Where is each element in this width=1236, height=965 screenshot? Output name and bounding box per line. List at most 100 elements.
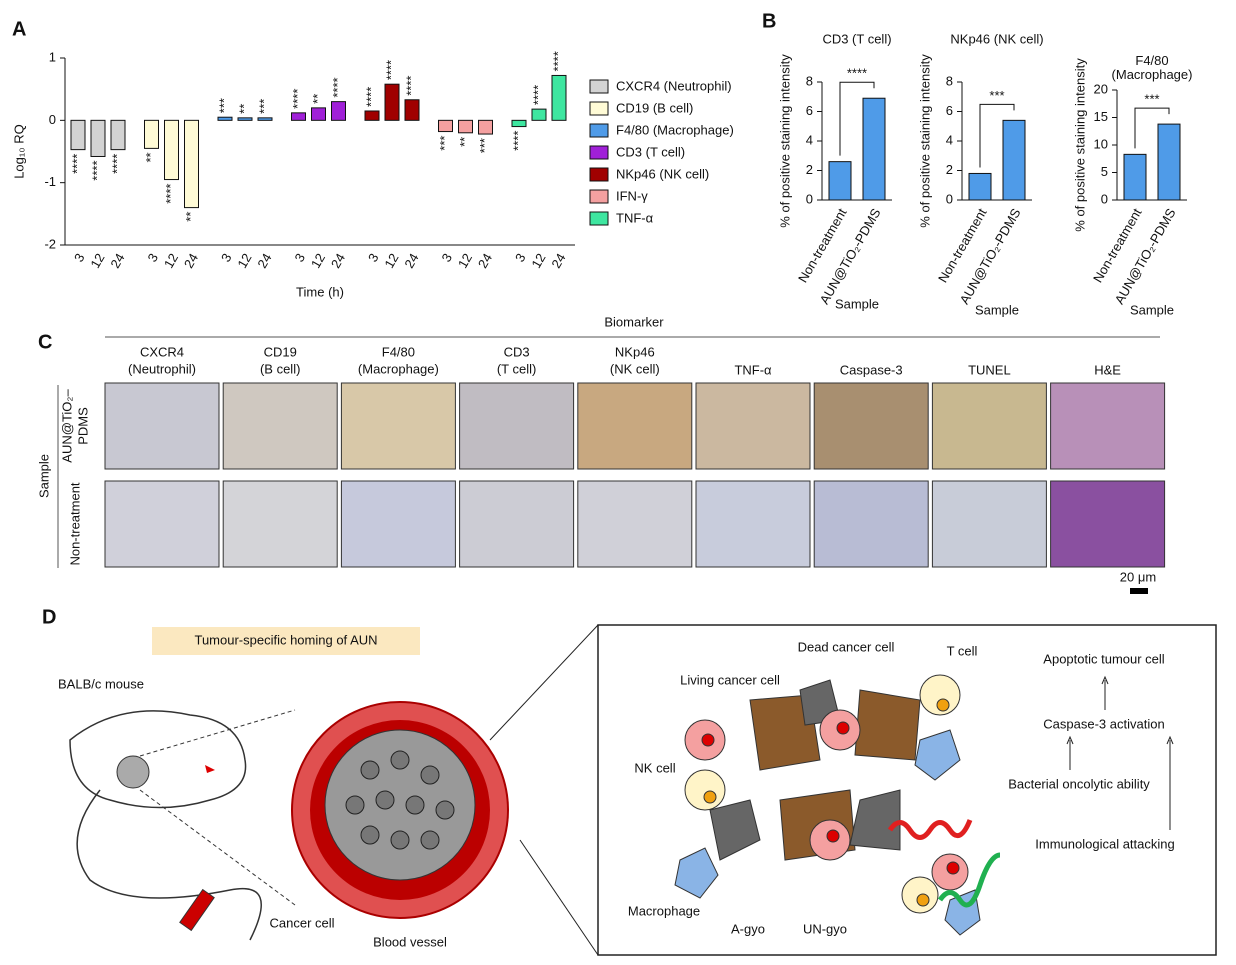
column-label: CD19: [264, 344, 297, 359]
header: Biomarker: [604, 314, 664, 329]
legend-swatch: [589, 79, 609, 94]
significance: **: [236, 104, 251, 114]
bar: [551, 74, 567, 121]
significance: **: [457, 137, 472, 147]
diagram-label: Caspase-3 activation: [1043, 716, 1164, 731]
micrograph: [931, 382, 1047, 470]
y-tick-label: 15: [1094, 109, 1108, 124]
scale-bar: [1130, 588, 1148, 594]
column-label: (T cell): [497, 361, 536, 376]
significance: ***: [437, 136, 452, 151]
column-label: (B cell): [260, 361, 300, 376]
significance: ****: [383, 60, 398, 80]
significance: ****: [510, 131, 525, 151]
micrograph: [1050, 480, 1166, 568]
micrograph: [104, 480, 220, 568]
x-tick-label: 24: [548, 251, 568, 271]
x-tick-label: 12: [234, 251, 254, 271]
scale-bar-label: 20 μm: [1120, 569, 1156, 584]
significance: ****: [290, 89, 305, 109]
bar: [458, 119, 473, 134]
panel-label: C: [38, 331, 52, 353]
micrograph: [695, 382, 811, 470]
x-tick-label: 3: [291, 251, 308, 265]
y-tick-label: 2: [946, 162, 953, 177]
significance: **: [183, 212, 198, 222]
y-axis-label: % of positive staining intensity: [1072, 58, 1087, 232]
significance: ***: [989, 88, 1004, 103]
row-header: Sample: [36, 454, 51, 498]
bar: [257, 117, 273, 121]
x-tick-label: AUN@TiO₂-PDMS: [957, 205, 1024, 306]
bar: [1123, 153, 1147, 201]
micrograph: [459, 480, 575, 568]
x-tick-label: 24: [328, 251, 348, 271]
bar: [70, 119, 86, 151]
y-tick-label: 0: [806, 191, 813, 206]
x-tick-label: 12: [528, 251, 548, 271]
y-tick-label: 4: [946, 132, 953, 147]
significance: ****: [363, 87, 378, 107]
bar: [291, 112, 306, 121]
column-label: TUNEL: [968, 362, 1011, 377]
chart-title: NKp46 (NK cell): [950, 31, 1043, 46]
row-label: PDMS: [75, 407, 90, 445]
diagram-label: T cell: [947, 643, 978, 658]
significance: ***: [216, 98, 231, 113]
y-tick-label: 0: [49, 112, 56, 127]
diagram-title: Tumour-specific homing of AUN: [194, 632, 377, 647]
bar: [331, 101, 346, 121]
x-tick-label: 24: [475, 251, 495, 271]
diagram-label: A-gyo: [731, 921, 765, 936]
bar: [1002, 119, 1026, 201]
significance: ***: [1144, 92, 1159, 107]
x-tick-label: AUN@TiO₂-PDMS: [1112, 205, 1179, 306]
column-label: NKp46: [615, 344, 655, 359]
y-tick-label: 8: [806, 73, 813, 88]
x-axis-label: Sample: [1130, 302, 1174, 317]
column-label: Caspase-3: [840, 362, 903, 377]
chart-title: CD3 (T cell): [822, 31, 891, 46]
legend-label: NKp46 (NK cell): [616, 166, 709, 181]
significance: ****: [109, 154, 124, 174]
significance: ****: [89, 160, 104, 180]
chart-title-line: (Macrophage): [1112, 67, 1193, 82]
bar: [217, 116, 233, 121]
diagram-art: [69, 624, 1217, 956]
legend-swatch: [589, 145, 609, 160]
bar: [478, 119, 493, 135]
x-tick-label: AUN@TiO₂-PDMS: [817, 205, 884, 306]
row-label: AUN@TiO₂–: [59, 389, 74, 463]
chart-title-line: F4/80: [1135, 53, 1168, 68]
x-tick-label: 12: [87, 251, 107, 271]
bar: [90, 119, 106, 157]
y-tick-label: -1: [44, 174, 56, 189]
x-tick-label: 3: [71, 251, 88, 265]
micrograph: [340, 480, 456, 568]
bar: [1157, 123, 1181, 201]
micrograph: [340, 382, 456, 470]
x-tick-label: 3: [512, 251, 529, 265]
significance: ****: [530, 85, 545, 105]
column-label: (Macrophage): [358, 361, 439, 376]
micrograph: [931, 480, 1047, 568]
diagram-label: UN-gyo: [803, 921, 847, 936]
panel-label: B: [762, 10, 776, 32]
x-tick-label: 24: [107, 251, 127, 271]
x-tick-label: 3: [365, 251, 382, 265]
legend-label: CD19 (B cell): [616, 100, 693, 115]
x-tick-label: 24: [181, 251, 201, 271]
legend-label: F4/80 (Macrophage): [616, 122, 734, 137]
significance: **: [310, 94, 325, 104]
x-tick-label: 12: [308, 251, 328, 271]
x-tick-label: 3: [218, 251, 235, 265]
micrograph: [577, 480, 693, 568]
diagram-label: Apoptotic tumour cell: [1043, 651, 1165, 666]
micrograph: [222, 480, 338, 568]
legend-swatch: [589, 189, 609, 204]
y-tick-label: 5: [1101, 164, 1108, 179]
column-label: (Neutrophil): [128, 361, 196, 376]
significance: ****: [403, 76, 418, 96]
column-label: H&E: [1094, 362, 1121, 377]
